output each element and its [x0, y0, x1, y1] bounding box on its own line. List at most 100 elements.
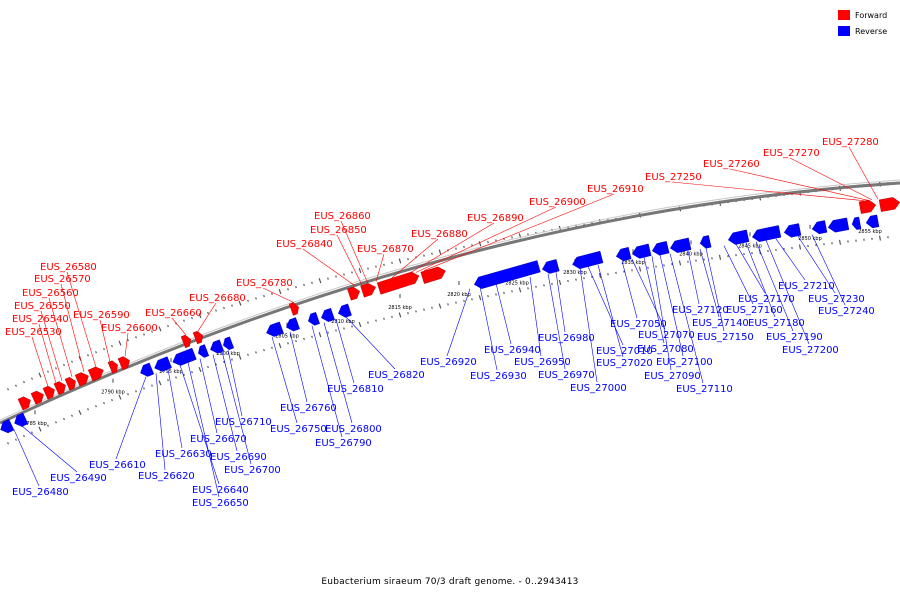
forward-gene-label[interactable]: EUS_26660: [145, 308, 202, 319]
reverse-gene-label[interactable]: EUS_27110: [676, 384, 733, 395]
leader-line: [495, 283, 512, 345]
forward-gene-label[interactable]: EUS_26900: [529, 197, 586, 208]
track-dash: [447, 303, 449, 306]
reverse-gene-label[interactable]: EUS_27230: [808, 294, 865, 305]
reverse-gene-label[interactable]: EUS_26480: [12, 487, 69, 498]
reverse-gene-label[interactable]: EUS_26630: [155, 449, 212, 460]
reverse-gene-label[interactable]: EUS_26650: [192, 498, 249, 509]
reverse-gene-label[interactable]: EUS_27150: [697, 332, 754, 343]
reverse-gene-label[interactable]: EUS_27120: [672, 305, 729, 316]
track-dash: [175, 376, 177, 379]
track-dash: [167, 378, 169, 382]
track-dash: [63, 417, 65, 421]
forward-gene-label[interactable]: EUS_26540: [12, 314, 69, 325]
reverse-gene-label[interactable]: EUS_27180: [748, 318, 805, 329]
forward-gene-label[interactable]: EUS_26880: [411, 229, 468, 240]
reverse-gene-label[interactable]: EUS_27050: [610, 319, 667, 330]
forward-gene-label[interactable]: EUS_27280: [822, 137, 879, 148]
track-dash: [238, 354, 242, 360]
leader-line: [789, 157, 873, 201]
track-dash: [383, 317, 385, 320]
reverse-gene-label[interactable]: EUS_27190: [766, 332, 823, 343]
reverse-gene-label[interactable]: EUS_26820: [368, 370, 425, 381]
forward-gene-label[interactable]: EUS_26840: [276, 239, 333, 250]
reverse-gene-label[interactable]: EUS_27080: [637, 344, 694, 355]
forward-gene-label[interactable]: EUS_26530: [5, 327, 62, 338]
forward-gene-label[interactable]: EUS_27260: [703, 159, 760, 170]
track-dash: [31, 377, 33, 380]
leader-line: [415, 206, 557, 273]
reverse-gene-label[interactable]: EUS_26940: [484, 345, 541, 356]
forward-gene-label[interactable]: EUS_26560: [22, 288, 79, 299]
reverse-gene-label[interactable]: EUS_27070: [638, 330, 695, 341]
forward-gene-label[interactable]: EUS_26600: [101, 323, 158, 334]
forward-gene-label[interactable]: EUS_26870: [357, 244, 414, 255]
track-dash: [118, 394, 122, 400]
reverse-gene-arrow: [851, 216, 862, 230]
reverse-gene-label[interactable]: EUS_26640: [192, 485, 249, 496]
reverse-gene-label[interactable]: EUS_27240: [818, 306, 875, 317]
track-dash: [47, 370, 49, 373]
forward-gene-arrow: [117, 356, 130, 371]
forward-gene-label[interactable]: EUS_26680: [189, 293, 246, 304]
forward-gene-label[interactable]: EUS_26580: [40, 262, 97, 273]
forward-gene-label[interactable]: EUS_26860: [314, 211, 371, 222]
forward-gene-arrow: [347, 286, 360, 301]
forward-gene-label[interactable]: EUS_26570: [34, 274, 91, 285]
track-dash: [735, 254, 737, 257]
forward-gene-label[interactable]: EUS_26780: [236, 278, 293, 289]
reverse-gene-label[interactable]: EUS_26950: [514, 357, 571, 368]
forward-gene-label[interactable]: EUS_27250: [645, 172, 702, 183]
label-leaders: [13, 146, 879, 498]
leader-line: [391, 238, 439, 279]
leader-line: [171, 317, 187, 336]
reverse-gene-label[interactable]: EUS_27010: [596, 346, 653, 357]
reverse-gene-label[interactable]: EUS_26610: [89, 460, 146, 471]
forward-gene-label[interactable]: EUS_26550: [14, 301, 71, 312]
reverse-gene-label[interactable]: EUS_26490: [50, 473, 107, 484]
reverse-gene-label[interactable]: EUS_26670: [190, 434, 247, 445]
reverse-gene-label[interactable]: EUS_27000: [570, 383, 627, 394]
track-dash: [703, 258, 705, 261]
reverse-gene-arrow: [321, 307, 335, 322]
reverse-gene-label[interactable]: EUS_27100: [656, 357, 713, 368]
track-dash: [871, 237, 873, 240]
reverse-gene-label[interactable]: EUS_27210: [778, 281, 835, 292]
reverse-gene-label[interactable]: EUS_27020: [596, 358, 653, 369]
reverse-gene-label[interactable]: EUS_26710: [215, 417, 272, 428]
track-dash: [511, 290, 513, 293]
reverse-gene-label[interactable]: EUS_26920: [420, 357, 477, 368]
reverse-gene-label[interactable]: EUS_26970: [538, 370, 595, 381]
forward-gene-label[interactable]: EUS_26910: [587, 184, 644, 195]
forward-gene-label[interactable]: EUS_27270: [763, 148, 820, 159]
forward-gene-label[interactable]: EUS_26590: [73, 310, 130, 321]
reverse-gene-label[interactable]: EUS_26930: [470, 371, 527, 382]
reverse-gene-label[interactable]: EUS_26790: [315, 438, 372, 449]
reverse-gene-arrow: [783, 223, 802, 238]
reverse-gene-label[interactable]: EUS_27090: [644, 371, 701, 382]
gene-arrows: [0, 197, 900, 434]
reverse-gene-label[interactable]: EUS_26620: [138, 471, 195, 482]
track-dash: [438, 303, 442, 309]
reverse-gene-label[interactable]: EUS_27140: [692, 318, 749, 329]
reverse-gene-arrow: [651, 241, 670, 256]
kbp-tick-label: 2840 kbp: [679, 251, 703, 257]
reverse-gene-label[interactable]: EUS_27160: [726, 305, 783, 316]
reverse-gene-label[interactable]: EUS_26800: [325, 424, 382, 435]
reverse-gene-label[interactable]: EUS_26750: [270, 424, 327, 435]
reverse-gene-label[interactable]: EUS_26760: [280, 403, 337, 414]
reverse-gene-label[interactable]: EUS_27200: [782, 345, 839, 356]
forward-gene-label[interactable]: EUS_26850: [310, 225, 367, 236]
reverse-gene-label[interactable]: EUS_26690: [210, 452, 267, 463]
leader-line: [775, 238, 806, 281]
track-dash: [431, 252, 433, 255]
reverse-gene-label[interactable]: EUS_26810: [327, 384, 384, 395]
track-dash: [791, 246, 793, 250]
reverse-gene-label[interactable]: EUS_26700: [224, 465, 281, 476]
forward-gene-arrow: [288, 302, 299, 316]
reverse-gene-label[interactable]: EUS_26980: [538, 333, 595, 344]
track-dash: [55, 421, 57, 424]
reverse-gene-label[interactable]: EUS_27170: [738, 294, 795, 305]
forward-gene-label[interactable]: EUS_26890: [467, 213, 524, 224]
